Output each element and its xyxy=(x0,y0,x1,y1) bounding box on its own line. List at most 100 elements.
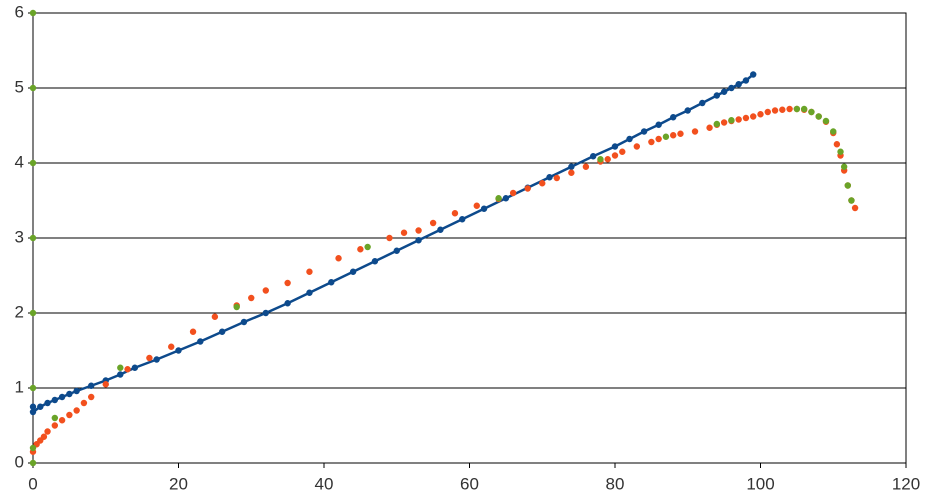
data-point xyxy=(349,268,357,275)
data-point xyxy=(757,111,764,118)
data-point xyxy=(37,403,44,410)
data-point xyxy=(840,163,848,170)
data-point xyxy=(29,459,37,467)
data-point xyxy=(29,234,37,242)
data-point xyxy=(670,132,677,139)
data-point xyxy=(131,364,139,371)
data-point xyxy=(189,328,197,335)
data-point xyxy=(837,148,844,155)
data-point xyxy=(655,135,662,143)
data-point xyxy=(168,343,175,350)
data-point xyxy=(524,185,531,192)
data-point xyxy=(284,279,291,287)
data-point xyxy=(779,106,786,113)
data-point xyxy=(539,180,546,187)
data-point xyxy=(473,202,480,209)
data-point xyxy=(771,107,779,114)
data-point xyxy=(51,396,59,404)
data-point xyxy=(728,84,735,92)
data-point xyxy=(786,105,793,113)
data-point xyxy=(66,390,73,398)
y-tick-label: 6 xyxy=(15,2,24,21)
data-point xyxy=(218,328,226,335)
data-point xyxy=(357,246,364,253)
data-point xyxy=(735,81,742,88)
data-point xyxy=(73,387,80,395)
data-point xyxy=(51,414,59,422)
data-point xyxy=(833,141,841,148)
data-point xyxy=(742,114,750,122)
data-point xyxy=(400,229,408,236)
data-point xyxy=(451,210,459,217)
x-tick-label: 20 xyxy=(169,474,188,493)
data-point xyxy=(153,356,160,363)
data-point xyxy=(750,113,757,120)
data-point xyxy=(80,399,88,407)
data-point xyxy=(29,444,37,452)
x-tick-label: 120 xyxy=(892,474,920,493)
data-point xyxy=(764,108,771,116)
data-point xyxy=(611,143,619,150)
data-point xyxy=(262,309,269,317)
data-point xyxy=(306,268,313,275)
data-point xyxy=(830,128,837,135)
data-point xyxy=(88,393,95,401)
data-point xyxy=(699,99,706,107)
data-point xyxy=(720,119,728,126)
data-point xyxy=(502,195,510,202)
data-point xyxy=(848,197,855,204)
data-point xyxy=(713,92,721,99)
data-point xyxy=(73,407,80,414)
x-tick-label: 40 xyxy=(315,474,334,493)
x-tick-label: 60 xyxy=(460,474,479,493)
data-point xyxy=(720,88,728,95)
data-point xyxy=(335,255,342,262)
data-point xyxy=(480,205,488,212)
x-tick-label: 100 xyxy=(746,474,774,493)
y-tick-label: 1 xyxy=(15,377,24,396)
data-point xyxy=(640,128,648,135)
data-point xyxy=(822,117,830,125)
data-point xyxy=(146,354,153,362)
y-tick-label: 3 xyxy=(15,227,24,246)
data-point xyxy=(386,234,393,242)
data-point xyxy=(58,393,66,401)
data-point xyxy=(117,364,124,371)
data-point xyxy=(655,121,662,128)
data-point xyxy=(604,156,611,163)
y-tick-label: 0 xyxy=(15,452,24,471)
data-point xyxy=(415,237,422,244)
data-point xyxy=(262,287,269,294)
data-point xyxy=(44,428,51,435)
y-tick-label: 2 xyxy=(15,302,24,321)
data-point xyxy=(371,258,379,265)
data-point xyxy=(589,153,597,160)
data-point xyxy=(117,371,124,378)
data-point xyxy=(851,204,859,212)
data-point xyxy=(633,143,641,150)
data-point xyxy=(691,128,699,135)
data-point xyxy=(364,243,371,251)
data-point xyxy=(509,189,517,197)
data-point xyxy=(662,133,670,140)
data-point xyxy=(553,174,560,182)
data-point xyxy=(808,108,815,116)
data-point xyxy=(102,381,109,388)
data-point xyxy=(88,382,95,389)
data-point xyxy=(619,148,626,155)
series-line xyxy=(31,73,755,415)
data-point xyxy=(429,219,437,227)
data-point xyxy=(684,107,691,114)
data-point xyxy=(29,384,37,392)
data-point xyxy=(66,411,73,419)
data-point xyxy=(728,117,735,124)
data-point xyxy=(611,152,619,159)
data-point xyxy=(51,422,59,429)
data-point xyxy=(29,403,37,410)
data-point xyxy=(800,105,808,113)
data-point xyxy=(58,417,66,424)
data-point xyxy=(197,338,204,345)
data-point xyxy=(29,84,37,92)
data-point xyxy=(582,163,590,170)
